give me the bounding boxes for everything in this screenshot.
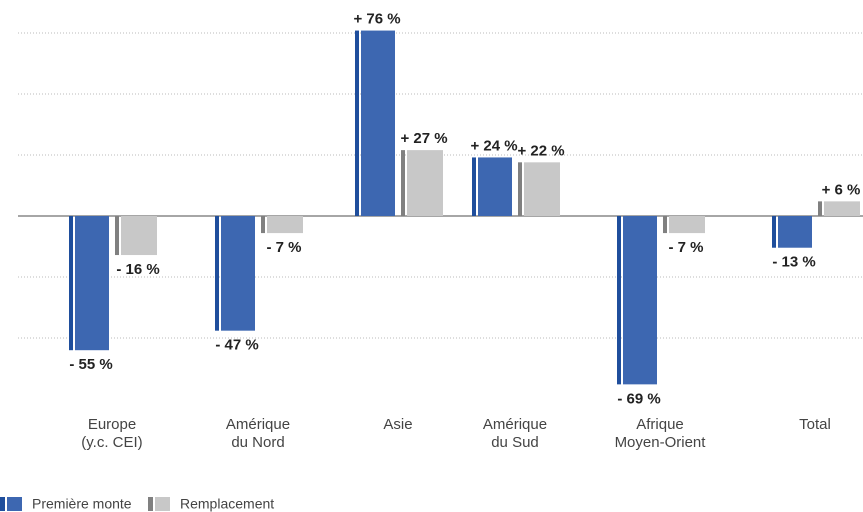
x-tick-label: Asie: [383, 416, 412, 433]
bar: [669, 216, 705, 234]
bar-edge: [472, 157, 476, 216]
bar-edge: [518, 162, 522, 216]
legend-label: Remplacement: [180, 496, 274, 512]
legend-swatch-edge: [148, 497, 153, 511]
bar: [524, 162, 560, 216]
value-label: - 55 %: [69, 356, 112, 373]
value-label: - 47 %: [215, 337, 258, 354]
bar: [267, 216, 303, 234]
bar: [824, 201, 860, 216]
x-tick-label-line: Afrique: [636, 416, 684, 433]
bar-edge: [401, 150, 405, 216]
x-tick-label-line: (y.c. CEI): [81, 434, 142, 451]
legend-swatch: [7, 497, 22, 511]
bar-edge: [115, 216, 119, 256]
bar-edge: [215, 216, 219, 331]
x-tick-label-line: Total: [799, 416, 831, 433]
legend-label: Première monte: [32, 496, 132, 512]
value-label: + 24 %: [470, 137, 517, 154]
bar-edge: [818, 201, 822, 216]
value-label: - 13 %: [772, 254, 815, 271]
x-tick-label-line: Amérique: [226, 416, 290, 433]
x-tick-label-line: du Sud: [491, 434, 539, 451]
x-tick-label: Europe (y.c. CEI): [81, 416, 142, 451]
bar: [221, 216, 255, 331]
x-tick-label-line: Amérique: [483, 416, 547, 433]
x-tick-label-line: Asie: [383, 416, 412, 433]
value-label: - 69 %: [617, 390, 660, 407]
value-label: - 7 %: [266, 239, 301, 256]
x-tick-label-line: Europe: [88, 416, 136, 433]
bar-edge: [617, 216, 621, 385]
bar-edge: [261, 216, 265, 234]
legend-swatch-edge: [0, 497, 5, 511]
bar: [407, 150, 443, 216]
bar: [778, 216, 812, 248]
bar: [478, 157, 512, 216]
value-label: + 76 %: [353, 11, 400, 28]
x-tick-label-line: du Nord: [231, 434, 284, 451]
bar: [121, 216, 157, 256]
value-label: + 22 %: [517, 142, 564, 159]
bar-edge: [663, 216, 667, 234]
value-label: - 7 %: [668, 239, 703, 256]
bar-edge: [355, 30, 359, 217]
bar: [623, 216, 657, 385]
legend-swatch: [155, 497, 170, 511]
x-tick-label: Total: [799, 416, 831, 433]
bar: [361, 30, 395, 217]
x-tick-label-line: Moyen-Orient: [615, 434, 707, 451]
value-label: - 16 %: [116, 261, 159, 278]
value-label: + 27 %: [400, 130, 447, 147]
x-tick-label: Afrique Moyen-Orient: [615, 416, 707, 451]
value-label: + 6 %: [822, 181, 861, 198]
x-tick-label: Amérique du Nord: [226, 416, 290, 451]
bar: [75, 216, 109, 351]
bar-edge: [69, 216, 73, 351]
bar-edge: [772, 216, 776, 248]
x-tick-label: Amérique du Sud: [483, 416, 547, 451]
